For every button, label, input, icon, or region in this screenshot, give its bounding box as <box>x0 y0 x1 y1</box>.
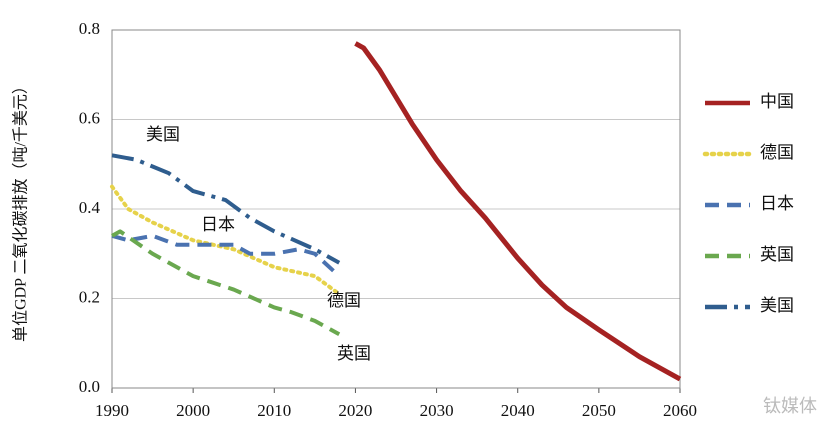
annotation: 日本 <box>201 215 235 234</box>
x-tick-label: 2050 <box>582 401 616 420</box>
line <box>111 229 341 337</box>
annotation: 美国 <box>146 125 180 144</box>
line <box>111 153 341 265</box>
legend-label: 日本 <box>760 194 794 213</box>
line <box>354 41 682 382</box>
y-tick-label: 0.4 <box>79 198 101 217</box>
x-tick-label: 2000 <box>176 401 210 420</box>
y-axis-label: 单位GDP 二氧化碳排放（吨/千美元） <box>12 78 30 342</box>
legend-label: 英国 <box>760 245 794 264</box>
y-tick-label: 0.6 <box>79 108 100 127</box>
legend-label: 美国 <box>760 296 794 315</box>
x-tick-label: 2030 <box>420 401 454 420</box>
y-tick-label: 0.8 <box>79 19 100 38</box>
y-tick-label: 0.2 <box>79 287 100 306</box>
legend-label: 德国 <box>760 143 794 162</box>
annotation: 德国 <box>327 291 361 310</box>
x-tick-label: 2020 <box>338 401 372 420</box>
plot-frame <box>111 29 681 389</box>
watermark: 钛媒体 <box>763 396 817 417</box>
x-tick-label: 2060 <box>663 401 697 420</box>
x-tick-label: 1990 <box>95 401 129 420</box>
annotation: 英国 <box>337 344 371 363</box>
x-tick-label: 2040 <box>501 401 535 420</box>
y-tick-label: 0.0 <box>79 377 100 396</box>
legend-label: 中国 <box>760 92 794 111</box>
line <box>110 184 342 297</box>
x-tick-label: 2010 <box>257 401 291 420</box>
line <box>111 233 341 278</box>
